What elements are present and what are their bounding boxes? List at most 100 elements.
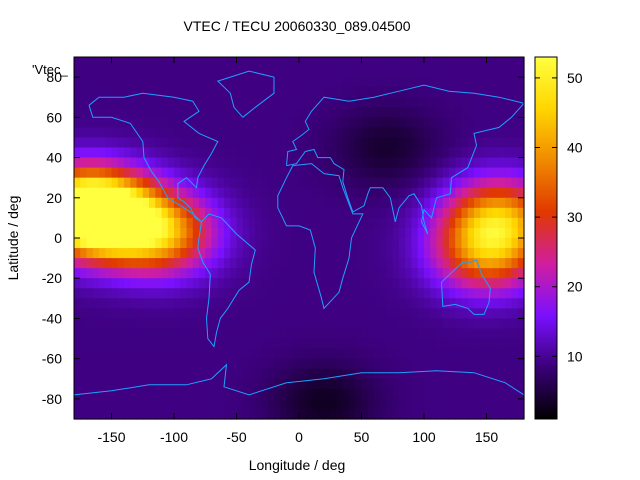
heatmap-cell xyxy=(192,207,200,219)
heatmap-cell xyxy=(261,227,269,239)
heatmap-cell xyxy=(105,308,113,320)
heatmap-cell xyxy=(449,348,456,360)
heatmap-cell xyxy=(442,408,450,420)
heatmap-cell xyxy=(111,117,119,128)
heatmap-cell xyxy=(492,67,500,78)
heatmap-cell xyxy=(367,408,375,420)
heatmap-cell xyxy=(374,157,381,169)
heatmap-cell xyxy=(355,298,363,309)
heatmap-cell xyxy=(342,338,350,350)
heatmap-cell xyxy=(74,177,81,189)
heatmap-cell xyxy=(186,318,194,330)
heatmap-cell xyxy=(117,187,125,199)
heatmap-cell xyxy=(249,248,256,259)
heatmap-cell xyxy=(305,127,313,139)
heatmap-cell xyxy=(455,238,463,249)
heatmap-cell xyxy=(467,408,475,420)
heatmap-cell xyxy=(211,217,219,229)
heatmap-cell xyxy=(505,308,513,320)
heatmap-cell xyxy=(474,398,481,410)
heatmap-cell xyxy=(380,288,388,299)
heatmap-cell xyxy=(449,258,456,269)
heatmap-cell xyxy=(424,388,431,400)
heatmap-cell xyxy=(380,318,388,330)
heatmap-cell xyxy=(411,378,419,390)
heatmap-cell xyxy=(86,408,94,420)
heatmap-cell xyxy=(217,308,225,320)
heatmap-cell xyxy=(274,57,281,68)
heatmap-cell xyxy=(374,258,381,269)
heatmap-cell xyxy=(417,167,425,179)
heatmap-cell xyxy=(105,147,113,159)
heatmap-cell xyxy=(274,117,281,128)
heatmap-cell xyxy=(280,67,288,78)
heatmap-cell xyxy=(80,97,88,108)
heatmap-cell xyxy=(342,258,350,269)
heatmap-cell xyxy=(380,97,388,108)
heatmap-cell xyxy=(386,308,394,320)
heatmap-cell xyxy=(474,77,481,88)
heatmap-cell xyxy=(486,298,494,309)
heatmap-cell xyxy=(211,177,219,189)
heatmap-cell xyxy=(442,348,450,360)
heatmap-cell xyxy=(205,167,213,179)
heatmap-cell xyxy=(486,378,494,390)
heatmap-cell xyxy=(399,278,406,289)
heatmap-cell xyxy=(280,338,288,350)
heatmap-cell xyxy=(117,107,125,118)
heatmap-cell xyxy=(242,57,250,68)
heatmap-cell xyxy=(399,127,406,139)
heatmap-cell xyxy=(292,167,300,179)
heatmap-cell xyxy=(467,177,475,189)
heatmap-cell xyxy=(74,57,81,68)
heatmap-cell xyxy=(199,328,206,340)
heatmap-cell xyxy=(174,268,181,279)
heatmap-cell xyxy=(86,358,94,370)
heatmap-cell xyxy=(449,217,456,229)
heatmap-cell xyxy=(130,278,138,289)
x-axis-label: Longitude / deg xyxy=(249,457,346,473)
heatmap-cell xyxy=(499,328,506,340)
heatmap-cell xyxy=(286,238,294,249)
heatmap-cell xyxy=(192,398,200,410)
heatmap-cell xyxy=(492,207,500,219)
heatmap-cell xyxy=(167,358,175,370)
heatmap-cell xyxy=(211,87,219,98)
heatmap-cell xyxy=(461,177,469,189)
heatmap-cell xyxy=(249,298,256,309)
heatmap-cell xyxy=(86,278,94,289)
heatmap-cell xyxy=(167,318,175,330)
heatmap-cell xyxy=(236,57,244,68)
heatmap-cell xyxy=(130,147,138,159)
heatmap-cell xyxy=(330,288,338,299)
heatmap-cell xyxy=(449,77,456,88)
heatmap-cell xyxy=(111,67,119,78)
heatmap-cell xyxy=(261,298,269,309)
heatmap-cell xyxy=(192,308,200,320)
heatmap-cell xyxy=(349,288,356,299)
heatmap-cell xyxy=(336,278,344,289)
heatmap-cell xyxy=(442,227,450,239)
heatmap-cell xyxy=(499,308,506,320)
heatmap-cell xyxy=(99,308,106,320)
heatmap-cell xyxy=(142,378,150,390)
heatmap-cell xyxy=(436,378,444,390)
heatmap-cell xyxy=(374,368,381,380)
heatmap-cell xyxy=(286,398,294,410)
heatmap-cell xyxy=(305,147,313,159)
heatmap-cell xyxy=(224,348,231,360)
heatmap-cell xyxy=(280,207,288,219)
heatmap-cell xyxy=(74,187,81,199)
heatmap-cell xyxy=(274,308,281,320)
heatmap-cell xyxy=(99,157,106,169)
heatmap-cell xyxy=(86,378,94,390)
heatmap-cell xyxy=(274,147,281,159)
heatmap-cell xyxy=(317,87,325,98)
heatmap-cell xyxy=(442,388,450,400)
heatmap-cell xyxy=(142,238,150,249)
heatmap-cell xyxy=(380,378,388,390)
heatmap-cell xyxy=(111,57,119,68)
heatmap-cell xyxy=(80,157,88,169)
heatmap-cell xyxy=(424,318,431,330)
